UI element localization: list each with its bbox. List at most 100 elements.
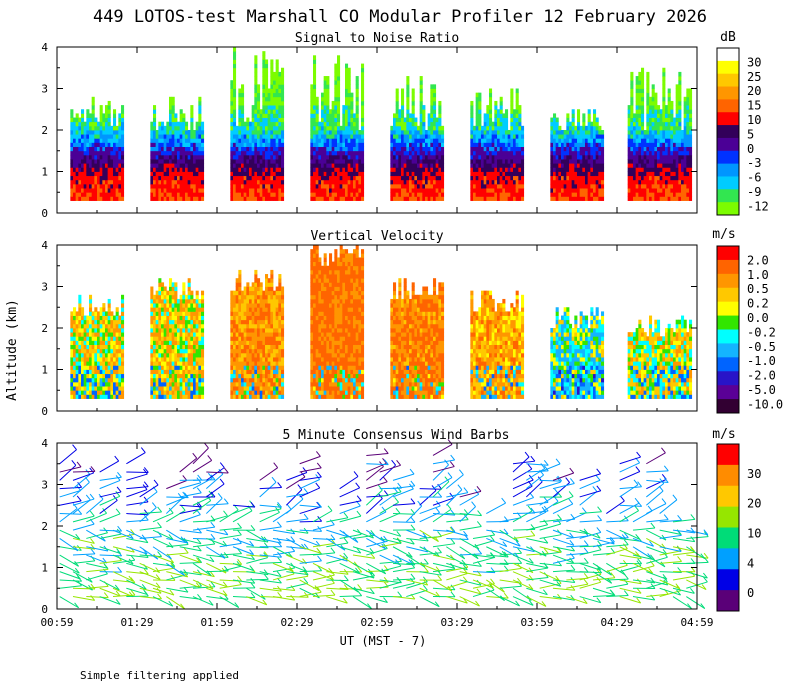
snr-cell	[486, 138, 490, 143]
snr-cell	[257, 117, 261, 123]
snr-cell	[361, 167, 365, 172]
snr-cell	[334, 167, 338, 172]
velocity-cell	[110, 369, 114, 375]
snr-cell	[641, 175, 645, 181]
snr-cell	[689, 100, 693, 106]
snr-cell	[361, 76, 365, 81]
snr-cell	[649, 154, 653, 160]
velocity-cell	[174, 369, 178, 375]
snr-cell	[241, 88, 245, 94]
snr-cell	[587, 146, 591, 152]
snr-cell	[83, 154, 87, 160]
snr-cell	[97, 159, 101, 164]
snr-cell	[361, 100, 365, 106]
snr-cell	[347, 175, 351, 181]
snr-cell	[667, 163, 671, 168]
snr-cell	[94, 117, 98, 123]
snr-cell	[94, 179, 98, 185]
snr-cell	[353, 142, 357, 147]
snr-cell	[425, 179, 429, 185]
snr-cell	[259, 142, 263, 147]
snr-cell	[353, 175, 357, 181]
snr-cell	[686, 100, 690, 106]
snr-cell	[673, 171, 677, 177]
snr-cell	[406, 138, 410, 143]
snr-cell	[94, 175, 98, 181]
snr-cell	[689, 134, 693, 139]
snr-cell	[563, 159, 567, 164]
velocity-cell	[99, 386, 103, 391]
snr-cell	[593, 142, 597, 147]
velocity-cell	[230, 373, 234, 379]
snr-cell	[254, 134, 258, 139]
velocity-cell	[105, 377, 109, 383]
snr-cell	[499, 183, 503, 189]
snr-cell	[502, 171, 506, 177]
snr-cell	[353, 125, 357, 131]
snr-cell	[481, 183, 485, 189]
snr-cell	[275, 59, 279, 64]
snr-cell	[582, 138, 586, 143]
snr-cell	[337, 63, 341, 69]
snr-cell	[681, 179, 685, 185]
snr-cell	[73, 117, 77, 123]
velocity-cell	[171, 348, 175, 354]
snr-cell	[659, 130, 663, 135]
velocity-cell	[198, 323, 202, 329]
snr-cell	[686, 96, 690, 102]
snr-cell	[646, 117, 650, 123]
snr-cell	[646, 92, 650, 98]
snr-cell	[481, 138, 485, 143]
snr-cell	[406, 80, 410, 85]
snr-cell	[662, 71, 666, 77]
snr-cell	[505, 117, 509, 123]
velocity-cell	[161, 323, 165, 329]
snr-cell	[638, 117, 642, 123]
snr-cell	[75, 134, 79, 139]
snr-cell	[587, 134, 591, 139]
snr-cell	[75, 113, 79, 118]
velocity-cell	[110, 328, 114, 333]
snr-cell	[435, 117, 439, 123]
velocity-cell	[121, 352, 125, 358]
snr-cell	[582, 183, 586, 189]
snr-cell	[678, 105, 682, 110]
snr-cell	[513, 134, 517, 139]
velocity-cell	[233, 290, 237, 296]
velocity-cell	[177, 311, 181, 316]
snr-cell	[158, 171, 162, 177]
velocity-cell	[161, 298, 165, 304]
snr-cell	[475, 125, 479, 131]
snr-cell	[355, 100, 359, 106]
velocity-cell	[73, 348, 77, 354]
colorbar-swatch	[717, 48, 739, 62]
snr-cell	[403, 179, 407, 185]
snr-cell	[686, 125, 690, 131]
snr-cell	[121, 121, 125, 127]
snr-cell	[163, 154, 167, 160]
snr-cell	[81, 130, 85, 135]
snr-cell	[683, 117, 687, 123]
velocity-cell	[187, 365, 191, 370]
snr-cell	[649, 113, 653, 118]
snr-cell	[515, 96, 519, 102]
snr-cell	[171, 125, 175, 131]
velocity-cell	[235, 307, 239, 312]
snr-cell	[350, 188, 354, 193]
velocity-cell	[201, 307, 205, 312]
snr-cell	[278, 134, 282, 139]
snr-cell	[486, 125, 490, 131]
snr-cell	[326, 188, 330, 193]
snr-cell	[638, 138, 642, 143]
snr-cell	[481, 196, 485, 201]
velocity-cell	[91, 348, 95, 354]
snr-cell	[499, 179, 503, 185]
snr-cell	[310, 138, 314, 143]
snr-cell	[654, 150, 658, 156]
snr-cell	[121, 130, 125, 135]
snr-cell	[107, 163, 111, 168]
snr-cell	[678, 109, 682, 114]
snr-cell	[339, 188, 343, 193]
snr-cell	[406, 163, 410, 168]
velocity-cell	[81, 377, 85, 383]
